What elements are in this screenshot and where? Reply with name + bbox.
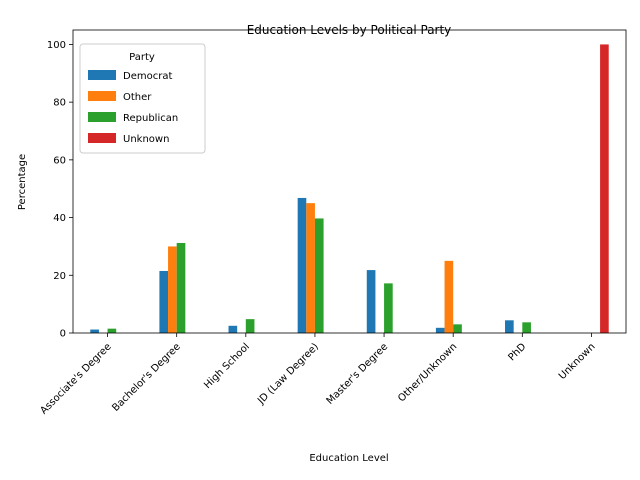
x-axis-label: Education Level (309, 453, 388, 464)
y-axis-label: Percentage (17, 154, 28, 210)
bar-democrat-0 (90, 329, 99, 333)
bar-other-1 (168, 246, 177, 333)
bar-other-5 (444, 260, 454, 333)
x-tick-label: JD (Law Degree) (255, 341, 321, 407)
legend: Party Democrat Other Republican Unknown (79, 43, 206, 154)
legend-label-other: Other (123, 92, 152, 103)
y-tick-label: 40 (53, 213, 66, 224)
bars-group (90, 44, 609, 334)
y-tick-label: 60 (53, 155, 66, 166)
legend-swatch-other (88, 91, 116, 101)
legend-title: Party (129, 52, 155, 63)
bar-other-3 (306, 203, 315, 333)
plot-frame (72, 29, 627, 334)
legend-label-republican: Republican (123, 113, 178, 124)
legend-label-democrat: Democrat (123, 71, 172, 82)
legend-swatch-unknown (88, 133, 116, 143)
bar-democrat-1 (159, 270, 169, 333)
bar-republican-0 (107, 328, 117, 333)
x-tick-label: Master's Degree (325, 341, 391, 407)
bar-republican-2 (245, 319, 255, 333)
bar-democrat-6 (505, 320, 514, 333)
x-tick-label: High School (202, 341, 252, 391)
y-tick-label: 100 (47, 40, 66, 51)
legend-swatch-republican (88, 112, 116, 122)
bar-democrat-3 (297, 197, 307, 333)
y-tick-label: 20 (53, 271, 66, 282)
x-tick-label: PhD (506, 341, 528, 363)
y-axis: 0 20 40 60 80 100 (47, 40, 73, 340)
bar-democrat-2 (228, 325, 238, 333)
y-tick-label: 80 (53, 98, 66, 109)
x-tick-label: Associate's Degree (38, 341, 113, 416)
bar-unknown-7 (600, 44, 609, 334)
bar-republican-3 (314, 218, 324, 333)
bar-republican-5 (453, 324, 462, 333)
legend-label-unknown: Unknown (123, 134, 169, 145)
bar-republican-4 (384, 283, 393, 333)
x-tick-label: Other/Unknown (396, 341, 459, 404)
x-tick-label: Unknown (557, 341, 598, 382)
y-tick-label: 0 (60, 329, 66, 340)
bar-democrat-4 (366, 270, 376, 333)
x-tick-label: Bachelor's Degree (110, 341, 183, 414)
bar-republican-6 (522, 322, 531, 333)
bar-republican-1 (176, 242, 186, 333)
bar-democrat-5 (435, 327, 445, 333)
legend-swatch-democrat (88, 70, 116, 80)
